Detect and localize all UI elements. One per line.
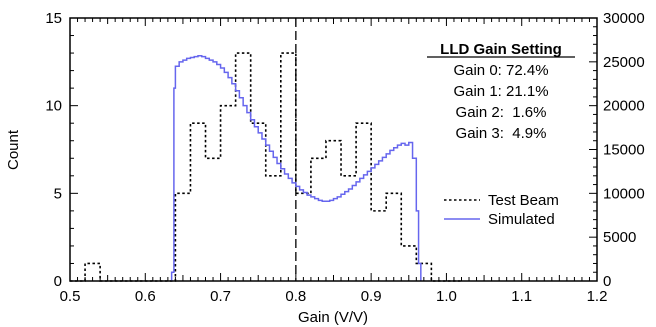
legend: Test Beam Simulated — [444, 192, 559, 228]
x-tick-label: 0.7 — [210, 288, 231, 305]
series-test-beam-line — [70, 52, 462, 282]
x-tick-label: 0.6 — [135, 288, 156, 305]
y-tick-label-right: 10000 — [603, 185, 645, 202]
y-tick-label-left: 0 — [54, 273, 62, 290]
tick-labels: 0.5 0.6 0.7 0.8 0.9 1.0 1.1 1.20510150500010000… — [45, 10, 644, 305]
series-layer — [70, 18, 462, 282]
y-tick-label-right: 25000 — [603, 54, 645, 71]
legend-label-simulated: Simulated — [488, 211, 555, 228]
annotation-line-2: Gain 2: 1.6% — [456, 104, 547, 121]
x-axis-title: Gain (V/V) — [298, 309, 368, 326]
x-tick-label: 1.2 — [587, 288, 608, 305]
y-tick-label-right: 5000 — [603, 229, 636, 246]
series-simulated-line — [170, 54, 422, 281]
y-tick-label-left: 15 — [45, 10, 62, 27]
x-tick-label: 0.8 — [285, 288, 306, 305]
annotation-line-0: Gain 0: 72.4% — [453, 62, 548, 79]
x-tick-label: 0.9 — [361, 288, 382, 305]
annotation-line-1: Gain 1: 21.1% — [453, 83, 548, 100]
annotation-line-3: Gain 3: 4.9% — [456, 125, 547, 142]
x-tick-label: 1.1 — [511, 288, 532, 305]
y-tick-label-right: 30000 — [603, 10, 645, 27]
plot-frame — [69, 17, 598, 282]
annotation-box: LLD Gain Setting Gain 0: 72.4% Gain 1: 2… — [427, 41, 575, 142]
x-tick-label: 1.0 — [436, 288, 457, 305]
x-tick-label: 0.5 — [60, 288, 81, 305]
y-tick-label-left: 10 — [45, 98, 62, 115]
y-tick-label-right: 20000 — [603, 98, 645, 115]
y-tick-label-left: 5 — [54, 185, 62, 202]
y-tick-label-right: 0 — [603, 273, 611, 290]
annotation-title: LLD Gain Setting — [440, 41, 562, 58]
legend-label-test-beam: Test Beam — [488, 192, 559, 209]
y-axis-title: Count — [5, 129, 22, 170]
y-tick-label-right: 15000 — [603, 142, 645, 159]
